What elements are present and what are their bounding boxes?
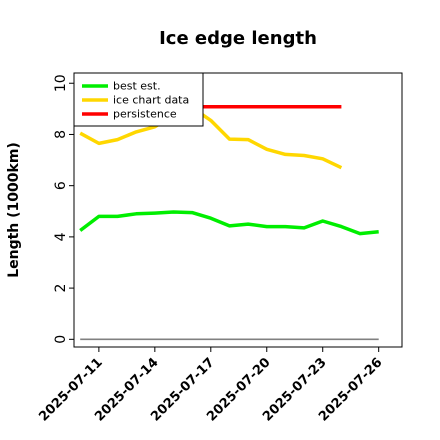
y-tick-label: 10 [53,74,69,92]
y-tick-label: 0 [53,335,69,344]
y-ticks: 0 2 4 6 8 10 [53,74,74,344]
y-tick-label: 8 [53,130,69,139]
y-tick-label: 2 [53,284,69,293]
legend-label: ice chart data [113,94,189,107]
y-tick-label: 4 [53,232,69,241]
series-line-ice-chart-data [79,105,343,170]
series-line-best-est- [79,210,379,236]
legend-label: best est. [113,80,161,93]
y-tick-label: 6 [53,181,69,190]
y-axis-label: Length (1000km) [6,142,22,278]
plot-frame [73,72,403,348]
legend-label: persistence [113,108,177,121]
x-ticks: 2025-07-112025-07-142025-07-172025-07-20… [36,347,386,425]
plot-lines [79,105,379,341]
chart-title: Ice edge length [159,28,317,49]
